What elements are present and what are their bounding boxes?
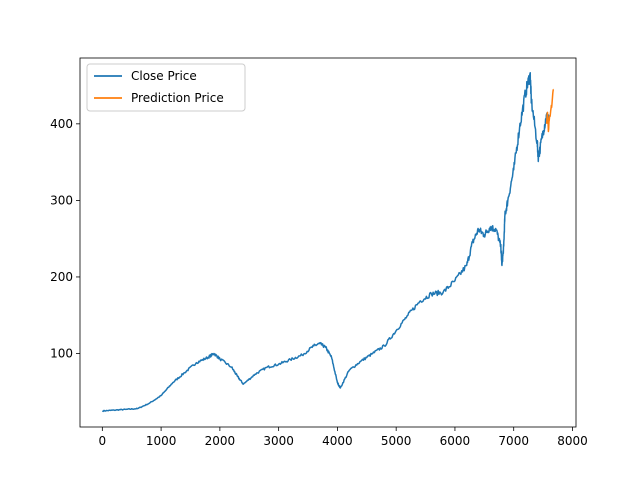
legend-box <box>86 63 246 112</box>
y-tick-label: 200 <box>50 270 73 284</box>
x-tick-label: 6000 <box>440 434 471 448</box>
legend-label-close-price: Close Price <box>131 69 197 83</box>
plot-frame <box>79 57 577 428</box>
legend-label-prediction-price: Prediction Price <box>131 91 224 105</box>
series-layer <box>102 72 555 413</box>
x-tick-label: 0 <box>99 434 107 448</box>
series-line-prediction-price <box>545 88 555 133</box>
x-tick-label: 8000 <box>557 434 588 448</box>
y-tick-label: 100 <box>50 347 73 361</box>
x-tick-label: 3000 <box>263 434 294 448</box>
x-tick-label: 5000 <box>381 434 412 448</box>
series-line-close-price <box>102 72 550 413</box>
x-tick-label: 4000 <box>322 434 353 448</box>
y-axis: 100 200 300 400 <box>50 117 80 361</box>
legend: Close Price Prediction Price <box>86 63 246 112</box>
x-tick-label: 7000 <box>498 434 529 448</box>
x-tick-label: 2000 <box>205 434 236 448</box>
plot-area <box>80 58 576 427</box>
x-axis: 0 1000 2000 3000 4000 5000 6000 7000 8000 <box>99 427 588 448</box>
y-tick-label: 300 <box>50 193 73 207</box>
x-tick-label: 1000 <box>146 434 177 448</box>
y-tick-label: 400 <box>50 117 73 131</box>
